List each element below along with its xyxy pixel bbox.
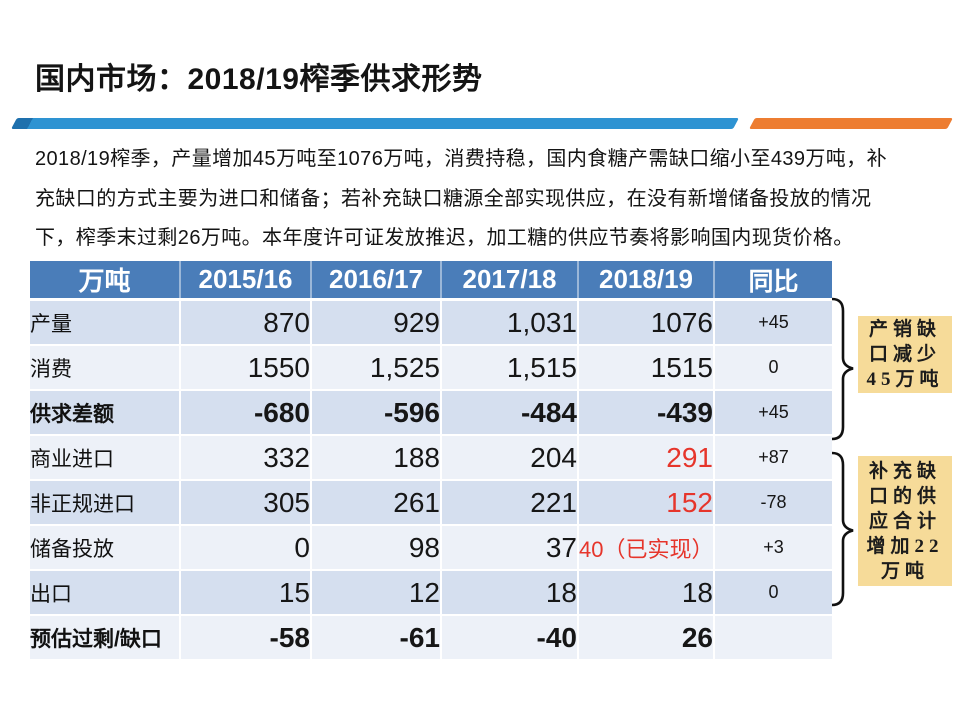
page-title: 国内市场：2018/19榨季供求形势 bbox=[35, 63, 483, 96]
value-cell: 18 bbox=[578, 570, 715, 616]
value-cell: -680 bbox=[180, 390, 312, 436]
supply-demand-table: 万吨 2015/16 2016/17 2017/18 2018/19 同比 产量… bbox=[30, 261, 832, 661]
yoy-cell: +3 bbox=[714, 525, 832, 571]
table-row-consumption: 消费 1550 1,525 1,515 1515 0 bbox=[30, 345, 832, 391]
yoy-cell: -78 bbox=[714, 480, 832, 526]
table-row-production: 产量 870 929 1,031 1076 +45 bbox=[30, 299, 832, 346]
callout-text: 补充缺 口的供 应合计 增加22 万吨 bbox=[866, 460, 944, 582]
value-cell: 870 bbox=[180, 299, 312, 346]
value-cell: 1550 bbox=[180, 345, 312, 391]
intro-paragraph: 2018/19榨季，产量增加45万吨至1076万吨，消费持稳，国内食糖产需缺口缩… bbox=[35, 148, 888, 249]
table-row-informal-import: 非正规进口 305 261 221 152 -78 bbox=[30, 480, 832, 526]
value-cell: 98 bbox=[311, 525, 442, 571]
callout-note: 补充缺 口的供 应合计 增加22 万吨 bbox=[858, 456, 952, 586]
table-row-reserve-release: 储备投放 0 98 37 40（已实现） +3 bbox=[30, 525, 832, 571]
column-header-2015-16: 2015/16 bbox=[180, 261, 312, 301]
value-cell: -40 bbox=[441, 615, 579, 661]
row-label-cell: 预估过剩/缺口 bbox=[30, 615, 181, 661]
yoy-cell bbox=[714, 615, 832, 661]
value-cell: -484 bbox=[441, 390, 579, 436]
value-cell: 0 bbox=[180, 525, 312, 571]
yoy-cell: 0 bbox=[714, 345, 832, 391]
column-header-2018-19: 2018/19 bbox=[578, 261, 715, 301]
value-cell: 188 bbox=[311, 435, 442, 481]
value-cell: -596 bbox=[311, 390, 442, 436]
accent-bar-orange bbox=[749, 118, 953, 129]
value-cell: 929 bbox=[311, 299, 442, 346]
value-cell: 1,515 bbox=[441, 345, 579, 391]
yoy-cell: +87 bbox=[714, 435, 832, 481]
value-cell: 291 bbox=[578, 435, 715, 481]
value-cell: 332 bbox=[180, 435, 312, 481]
value-cell: 1,031 bbox=[441, 299, 579, 346]
column-header-2017-18: 2017/18 bbox=[441, 261, 579, 301]
value-cell: 37 bbox=[441, 525, 579, 571]
value-cell: -439 bbox=[578, 390, 715, 436]
value-cell: 40（已实现） bbox=[578, 525, 715, 571]
value-cell: 152 bbox=[578, 480, 715, 526]
value-cell: 221 bbox=[441, 480, 579, 526]
brace-icon bbox=[826, 450, 860, 608]
value-cell: 204 bbox=[441, 435, 579, 481]
table-row-commercial-import: 商业进口 332 188 204 291 +87 bbox=[30, 435, 832, 481]
yoy-cell: +45 bbox=[714, 299, 832, 346]
value-cell: 261 bbox=[311, 480, 442, 526]
brace-icon bbox=[826, 296, 860, 442]
value-cell: 12 bbox=[311, 570, 442, 616]
value-cell: 15 bbox=[180, 570, 312, 616]
table-row-export: 出口 15 12 18 18 0 bbox=[30, 570, 832, 616]
row-label-cell: 商业进口 bbox=[30, 435, 181, 481]
row-label-cell: 储备投放 bbox=[30, 525, 181, 571]
value-cell: -61 bbox=[311, 615, 442, 661]
value-cell: 1515 bbox=[578, 345, 715, 391]
yoy-cell: 0 bbox=[714, 570, 832, 616]
column-header-2016-17: 2016/17 bbox=[311, 261, 442, 301]
value-cell: 18 bbox=[441, 570, 579, 616]
table-row-estimated-surplus: 预估过剩/缺口 -58 -61 -40 26 bbox=[30, 615, 832, 661]
row-label-cell: 供求差额 bbox=[30, 390, 181, 436]
value-cell: 1,525 bbox=[311, 345, 442, 391]
callout-note: 产销缺 口减少 45万吨 bbox=[858, 316, 952, 393]
row-label-cell: 消费 bbox=[30, 345, 181, 391]
yoy-cell: +45 bbox=[714, 390, 832, 436]
row-label-cell: 非正规进口 bbox=[30, 480, 181, 526]
value-cell: 26 bbox=[578, 615, 715, 661]
value-cell: 305 bbox=[180, 480, 312, 526]
row-label-cell: 出口 bbox=[30, 570, 181, 616]
accent-bar-blue bbox=[11, 118, 739, 129]
column-header-yoy: 同比 bbox=[714, 261, 832, 301]
value-cell: 1076 bbox=[578, 299, 715, 346]
table-row-balance: 供求差额 -680 -596 -484 -439 +45 bbox=[30, 390, 832, 436]
row-label-cell: 产量 bbox=[30, 299, 181, 346]
value-cell: -58 bbox=[180, 615, 312, 661]
table-header-row: 万吨 2015/16 2016/17 2017/18 2018/19 同比 bbox=[30, 261, 832, 301]
callout-text: 产销缺 口减少 45万吨 bbox=[866, 319, 944, 390]
column-header-unit: 万吨 bbox=[30, 261, 181, 301]
